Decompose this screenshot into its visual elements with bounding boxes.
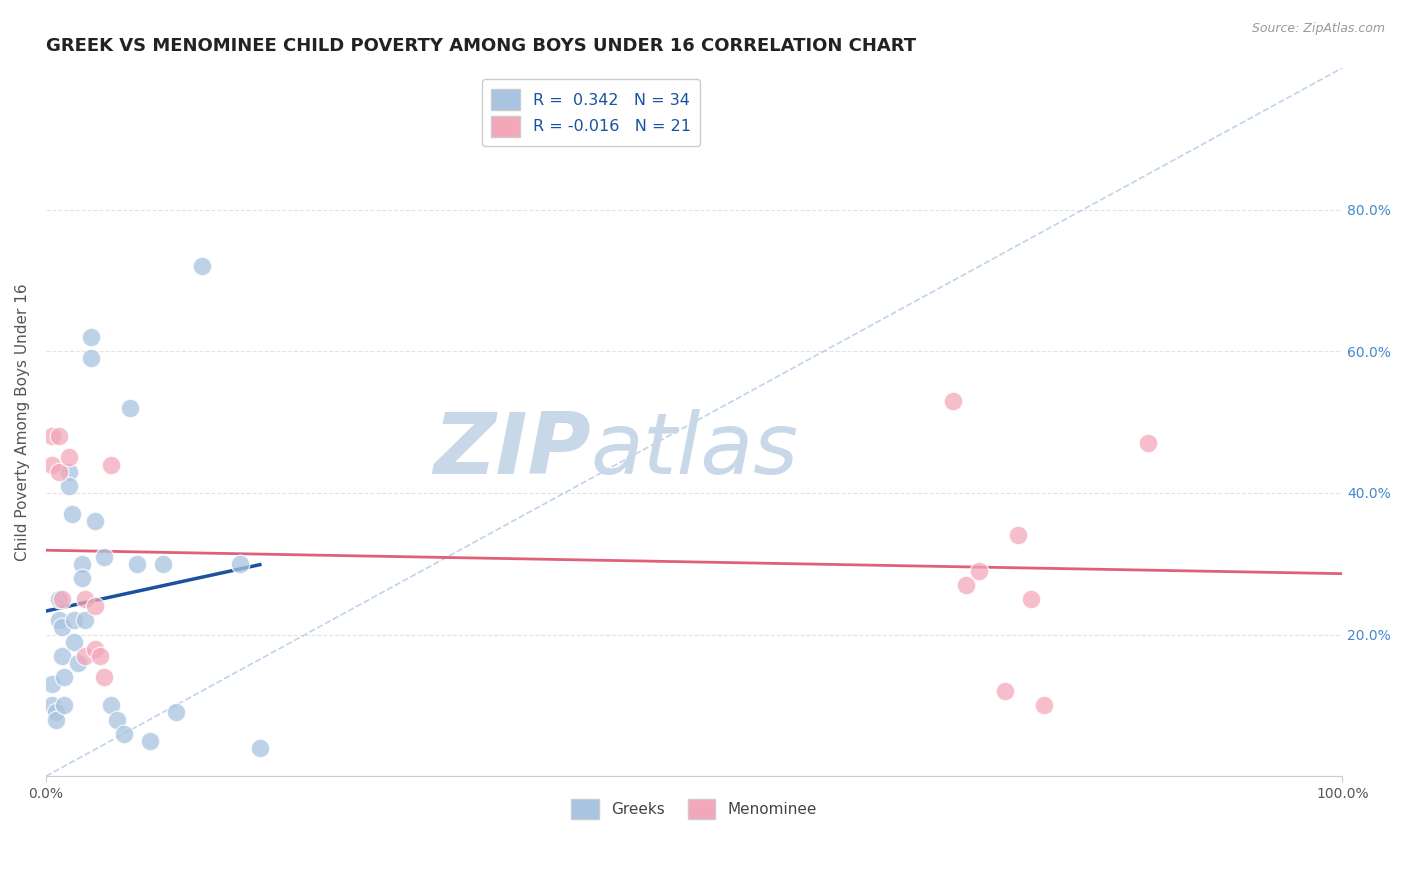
Point	[105, 713, 128, 727]
Point	[58, 479, 80, 493]
Text: Source: ZipAtlas.com: Source: ZipAtlas.com	[1251, 22, 1385, 36]
Point	[48, 613, 70, 627]
Point	[125, 557, 148, 571]
Point	[120, 401, 142, 415]
Point	[58, 465, 80, 479]
Legend: Greeks, Menominee: Greeks, Menominee	[565, 793, 823, 825]
Point	[89, 648, 111, 663]
Text: ZIP: ZIP	[433, 409, 591, 491]
Point	[73, 592, 96, 607]
Point	[1019, 592, 1042, 607]
Point	[51, 620, 73, 634]
Point	[72, 571, 94, 585]
Point	[112, 727, 135, 741]
Point	[41, 429, 63, 443]
Point	[67, 656, 90, 670]
Point	[73, 613, 96, 627]
Point	[955, 578, 977, 592]
Point	[1033, 698, 1056, 713]
Text: atlas: atlas	[591, 409, 799, 491]
Point	[942, 393, 965, 408]
Point	[100, 698, 122, 713]
Text: GREEK VS MENOMINEE CHILD POVERTY AMONG BOYS UNDER 16 CORRELATION CHART: GREEK VS MENOMINEE CHILD POVERTY AMONG B…	[46, 37, 917, 55]
Point	[84, 514, 107, 528]
Point	[84, 641, 107, 656]
Point	[51, 592, 73, 607]
Point	[45, 706, 67, 720]
Point	[84, 599, 107, 614]
Point	[190, 260, 212, 274]
Point	[72, 557, 94, 571]
Point	[48, 592, 70, 607]
Point	[93, 549, 115, 564]
Point	[53, 698, 76, 713]
Point	[73, 648, 96, 663]
Point	[100, 458, 122, 472]
Point	[969, 564, 991, 578]
Point	[63, 634, 86, 648]
Point	[41, 677, 63, 691]
Point	[80, 330, 103, 344]
Point	[51, 648, 73, 663]
Point	[60, 507, 83, 521]
Point	[53, 670, 76, 684]
Point	[1136, 436, 1159, 450]
Point	[994, 684, 1017, 698]
Point	[165, 706, 187, 720]
Point	[41, 698, 63, 713]
Point	[80, 351, 103, 366]
Point	[138, 733, 160, 747]
Point	[1007, 528, 1029, 542]
Point	[48, 465, 70, 479]
Point	[41, 458, 63, 472]
Y-axis label: Child Poverty Among Boys Under 16: Child Poverty Among Boys Under 16	[15, 284, 30, 561]
Point	[63, 613, 86, 627]
Point	[48, 429, 70, 443]
Point	[93, 670, 115, 684]
Point	[229, 557, 252, 571]
Point	[152, 557, 174, 571]
Point	[249, 740, 271, 755]
Point	[45, 713, 67, 727]
Point	[58, 450, 80, 465]
